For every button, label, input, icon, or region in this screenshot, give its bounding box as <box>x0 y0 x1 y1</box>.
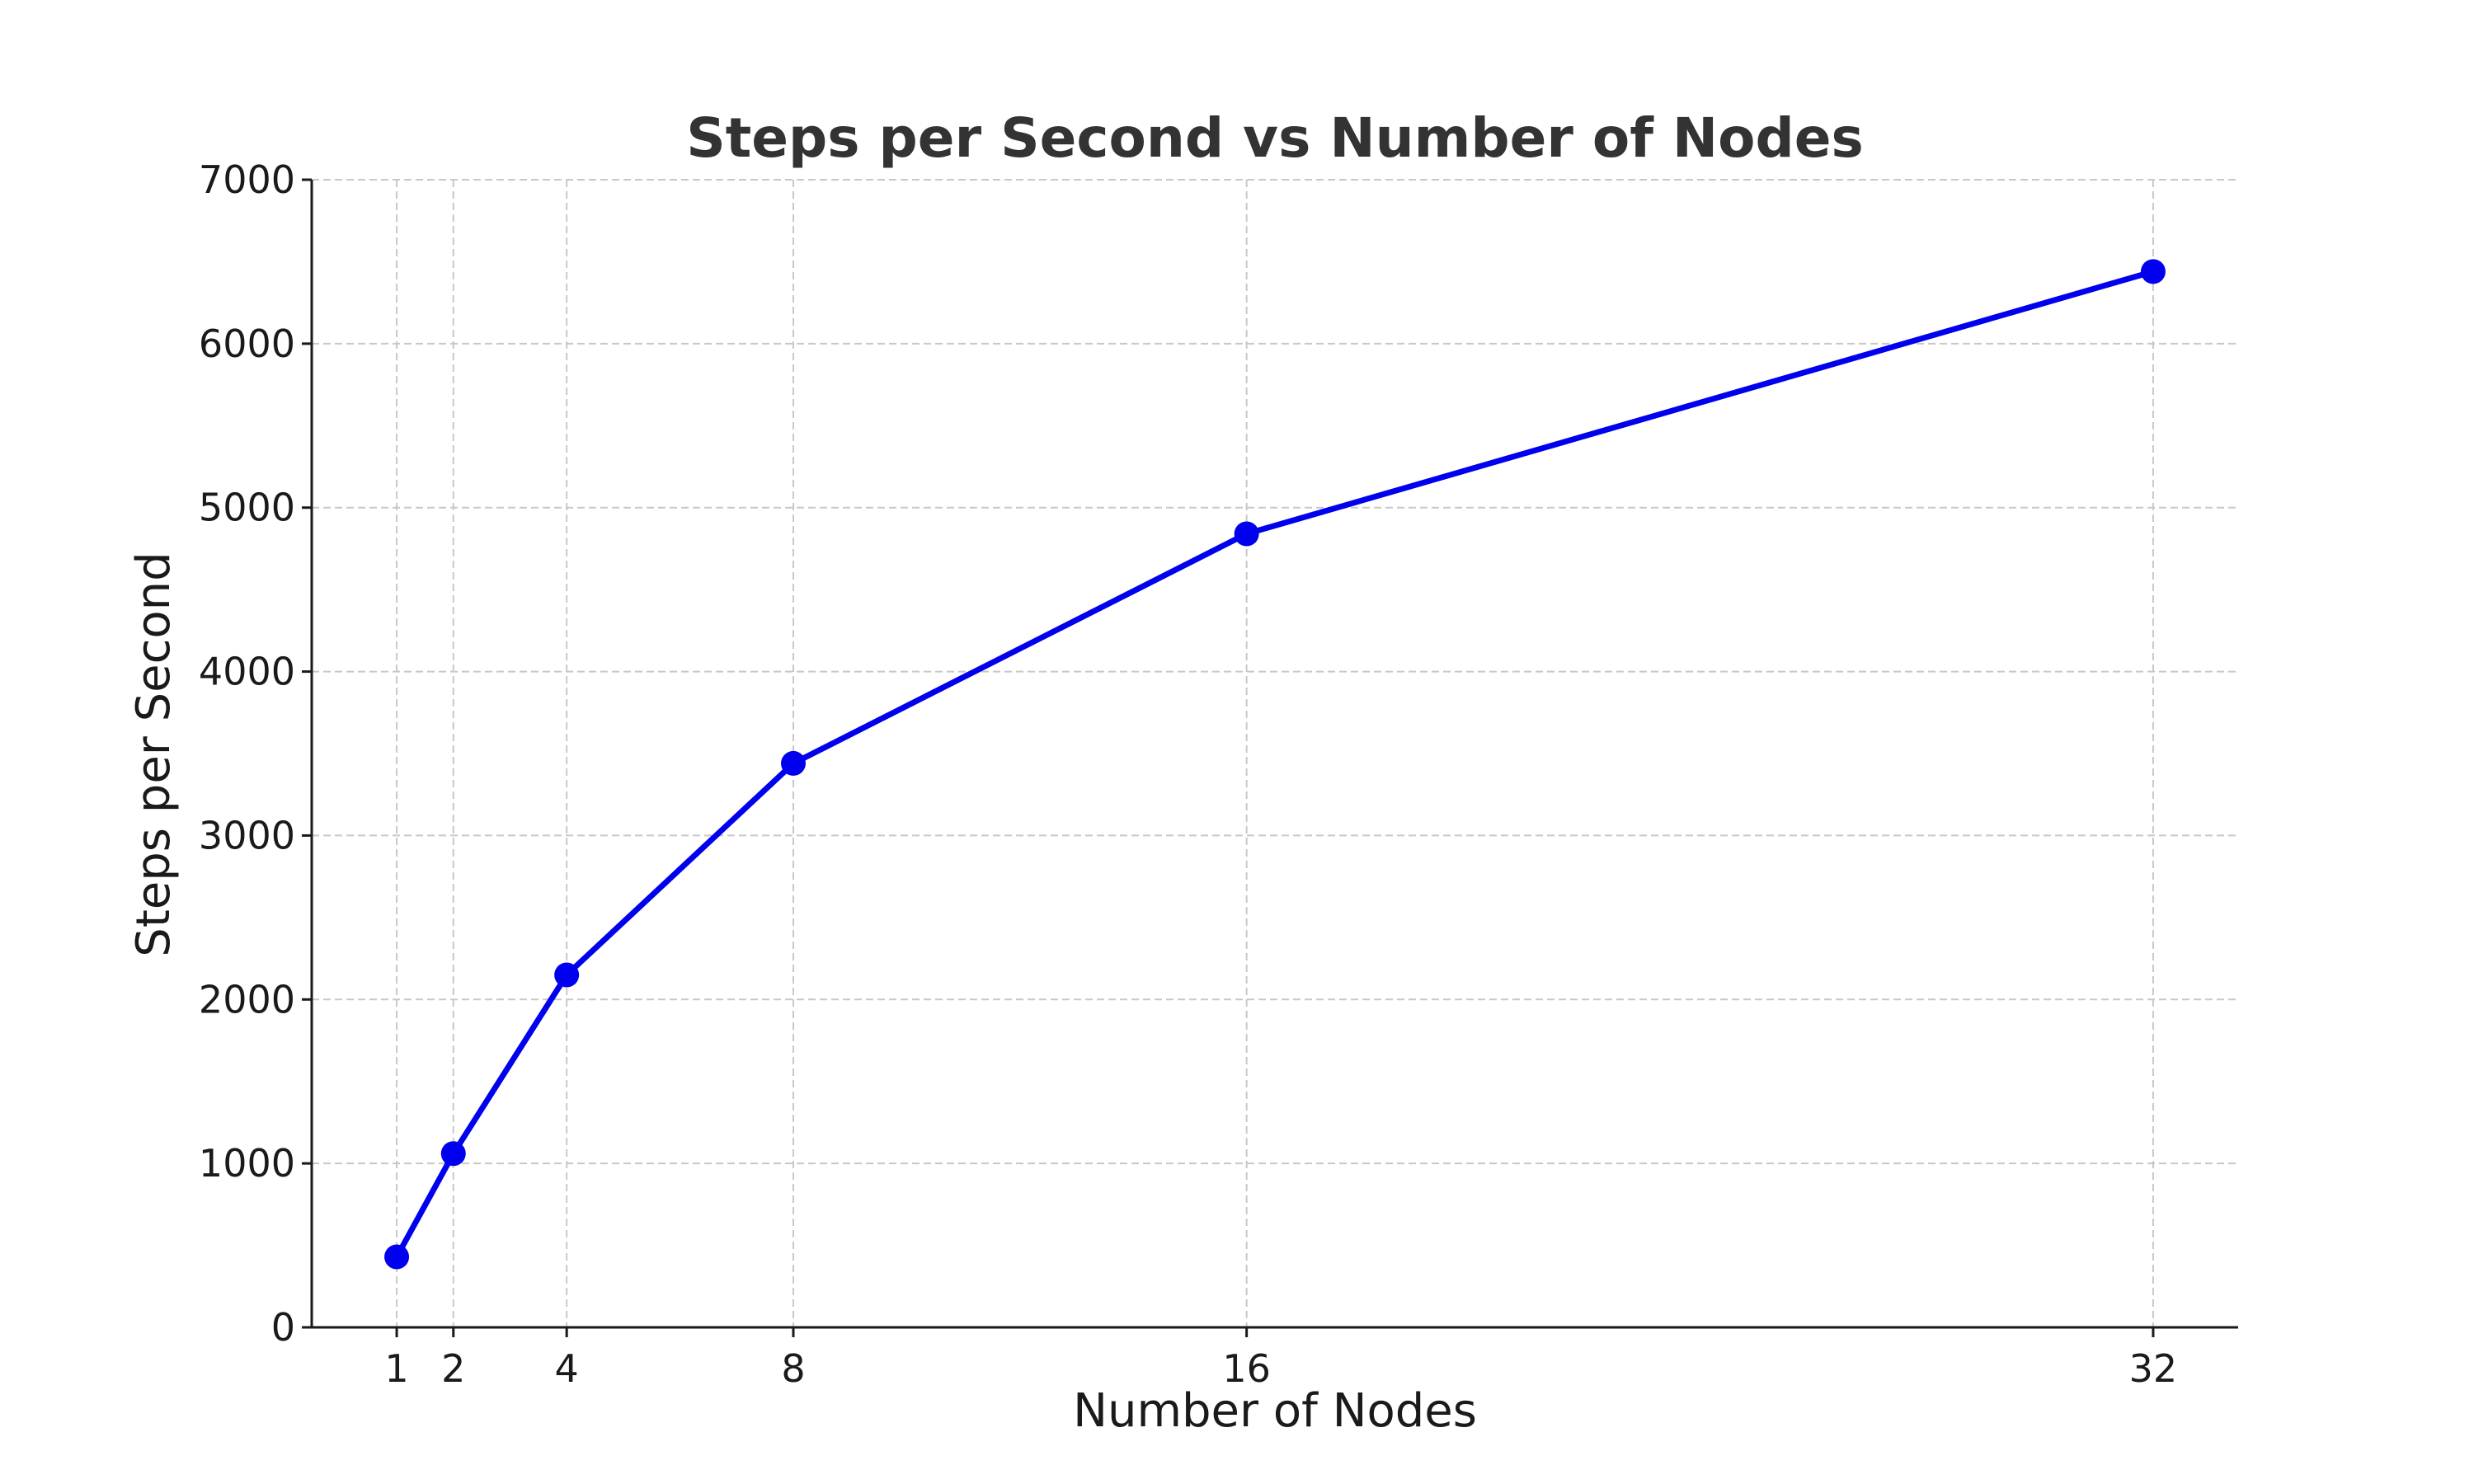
series-layer <box>384 259 2166 1270</box>
y-tick-label: 2000 <box>199 977 295 1021</box>
y-tick-label: 5000 <box>199 486 295 530</box>
data-point <box>440 1141 466 1167</box>
y-tick-label: 3000 <box>199 813 295 857</box>
y-tick-label: 4000 <box>199 650 295 694</box>
axes <box>302 178 2238 1337</box>
x-axis-label: Number of Nodes <box>1073 1384 1477 1438</box>
y-tick-label: 7000 <box>199 157 295 202</box>
x-tick-label: 16 <box>1222 1346 1271 1391</box>
x-tick-label: 2 <box>441 1346 465 1391</box>
chart-title: Steps per Second vs Number of Nodes <box>686 106 1864 170</box>
data-point <box>2140 259 2166 284</box>
x-tick-label: 1 <box>384 1346 408 1391</box>
y-tick-label: 6000 <box>199 322 295 366</box>
tick-labels: 0 1000 2000 3000 4000 5000 6000 7000 1 2 4 8 16 32 <box>199 157 2177 1391</box>
data-point <box>554 962 580 988</box>
y-tick-label: 0 <box>271 1305 295 1350</box>
x-tick-label: 8 <box>781 1346 805 1391</box>
x-tick-label: 32 <box>2129 1346 2178 1391</box>
data-point <box>384 1244 410 1270</box>
data-point <box>781 750 806 776</box>
y-tick-label: 1000 <box>199 1141 295 1186</box>
series-line <box>393 268 2157 1260</box>
y-axis-label: Steps per Second <box>127 552 181 956</box>
x-tick-label: 4 <box>555 1346 579 1391</box>
data-point <box>1234 521 1259 547</box>
grid <box>312 179 2238 1328</box>
